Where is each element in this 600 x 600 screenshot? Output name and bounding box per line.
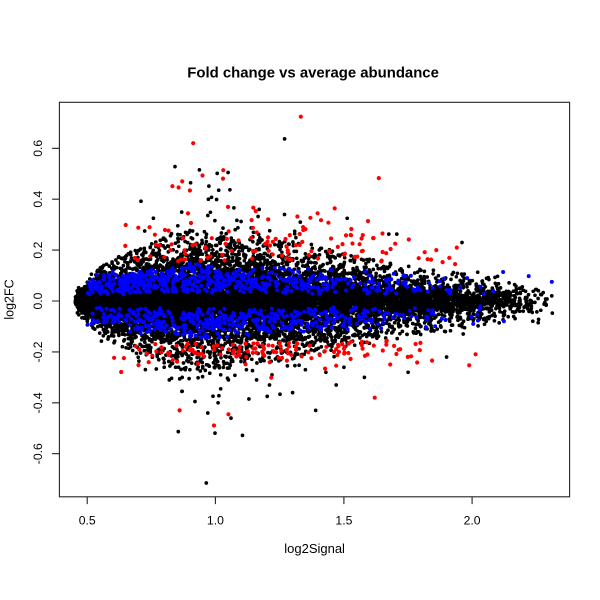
svg-text:2.0: 2.0	[464, 514, 481, 528]
svg-text:0.5: 0.5	[79, 514, 96, 528]
svg-text:-0.2: -0.2	[31, 341, 45, 362]
svg-text:0.0: 0.0	[31, 292, 45, 309]
svg-text:1.0: 1.0	[207, 514, 224, 528]
svg-text:0.2: 0.2	[31, 241, 45, 258]
svg-text:0.4: 0.4	[31, 191, 45, 208]
svg-text:Fold change vs average abundan: Fold change vs average abundance	[187, 65, 439, 81]
svg-text:1.5: 1.5	[335, 514, 352, 528]
svg-text:log2FC: log2FC	[3, 279, 17, 319]
svg-text:log2Signal: log2Signal	[284, 541, 345, 556]
svg-text:0.6: 0.6	[31, 140, 45, 157]
svg-text:-0.4: -0.4	[31, 392, 45, 413]
svg-text:-0.6: -0.6	[31, 443, 45, 464]
